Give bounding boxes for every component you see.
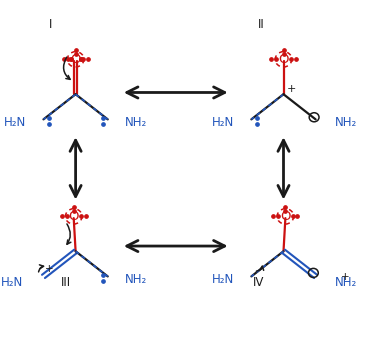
Text: NH₂: NH₂ xyxy=(125,116,147,129)
Text: H₂N: H₂N xyxy=(1,276,23,289)
Text: NH₂: NH₂ xyxy=(335,276,357,289)
Text: O: O xyxy=(280,210,291,223)
Text: NH₂: NH₂ xyxy=(125,273,147,287)
Text: IV: IV xyxy=(253,276,265,289)
Text: H₂N: H₂N xyxy=(4,116,26,129)
Text: O: O xyxy=(70,53,81,66)
Text: O: O xyxy=(278,53,289,66)
Text: +: + xyxy=(45,264,53,274)
FancyArrowPatch shape xyxy=(39,265,43,272)
Text: O: O xyxy=(68,210,79,223)
Text: +: + xyxy=(287,84,296,94)
Text: H₂N: H₂N xyxy=(212,273,234,287)
FancyArrowPatch shape xyxy=(67,224,71,244)
FancyArrowPatch shape xyxy=(64,57,70,79)
Text: III: III xyxy=(61,276,71,289)
FancyArrowPatch shape xyxy=(256,266,264,271)
Text: I: I xyxy=(50,18,53,31)
Text: H₂N: H₂N xyxy=(212,116,234,129)
Text: NH₂: NH₂ xyxy=(335,116,357,129)
Text: +: + xyxy=(341,272,349,282)
Text: II: II xyxy=(257,18,264,31)
